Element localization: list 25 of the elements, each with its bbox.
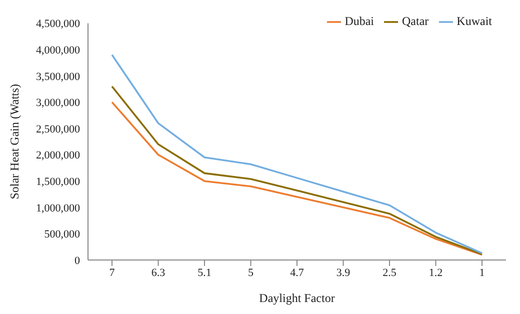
y-tick-label: 2,500,000 <box>36 123 80 136</box>
x-tick-label: 1 <box>479 266 485 279</box>
x-tick-label: 2.5 <box>382 266 397 279</box>
x-tick-label: 6.3 <box>151 266 166 279</box>
y-tick-label: 3,000,000 <box>36 97 80 110</box>
y-tick-label: 0 <box>74 254 80 267</box>
x-tick-label: 7 <box>109 266 116 279</box>
y-tick-label: 4,500,000 <box>36 18 80 30</box>
y-tick-label: 2,000,000 <box>36 150 80 162</box>
line-series <box>111 54 483 254</box>
x-tick-label: 5.1 <box>198 266 212 279</box>
y-tick-label: 1,000,000 <box>36 202 80 214</box>
legend-label: Kuwait <box>456 14 492 28</box>
x-axis-title: Daylight Factor <box>259 291 335 305</box>
y-tick-label: 3,500,000 <box>36 70 80 83</box>
legend-label: Dubai <box>344 14 374 28</box>
y-tick-label: 4,000,000 <box>36 44 80 56</box>
legend-label: Qatar <box>402 14 429 28</box>
y-axis-title: Solar Heat Gain (Watts) <box>7 84 22 200</box>
x-tick-label: 5 <box>248 266 254 279</box>
y-tick-label: 1,500,000 <box>36 176 80 188</box>
x-tick-label: 4.7 <box>290 266 304 279</box>
x-tick-label: 1.2 <box>428 266 443 279</box>
y-tick-label: 500,000 <box>44 228 80 241</box>
x-tick-label: 3.9 <box>336 266 351 279</box>
